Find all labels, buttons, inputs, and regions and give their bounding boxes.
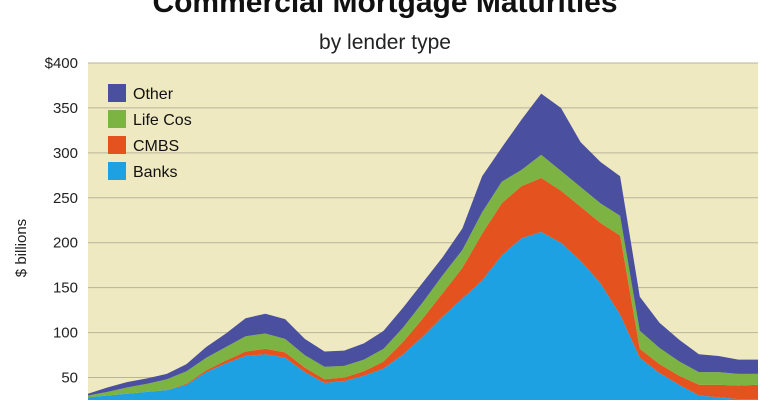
y-tick-label: 250 — [53, 190, 78, 207]
legend-swatch — [108, 136, 126, 154]
legend: Other Life Cos CMBS Banks — [108, 84, 192, 181]
y-tick-label: 100 — [53, 325, 78, 342]
legend-label: Other — [133, 86, 174, 103]
area-series — [88, 93, 758, 400]
legend-label: Banks — [133, 164, 177, 181]
legend-swatch — [108, 84, 126, 102]
y-tick-label: 50 — [61, 370, 78, 387]
area-life-cos — [88, 154, 758, 398]
y-tick-label: $400 — [45, 55, 78, 72]
area-other — [88, 93, 758, 396]
y-tick-label: 300 — [53, 145, 78, 162]
y-axis-ticks: 50 100 150 200 250 300 350 $400 — [45, 55, 78, 387]
y-axis-label: $ billions — [13, 219, 30, 277]
y-tick-label: 150 — [53, 280, 78, 297]
y-tick-label: 350 — [53, 100, 78, 117]
area-cmbs — [88, 178, 758, 400]
legend-label: Life Cos — [133, 112, 192, 129]
gridlines — [88, 62, 758, 379]
legend-swatch — [108, 162, 126, 180]
chart-subtitle: by lender type — [319, 31, 451, 54]
legend-label: CMBS — [133, 138, 179, 155]
area-banks — [88, 231, 758, 400]
legend-swatch — [108, 110, 126, 128]
chart-title: Commercial Mortgage Maturities — [152, 0, 618, 19]
y-tick-label: 200 — [53, 235, 78, 252]
